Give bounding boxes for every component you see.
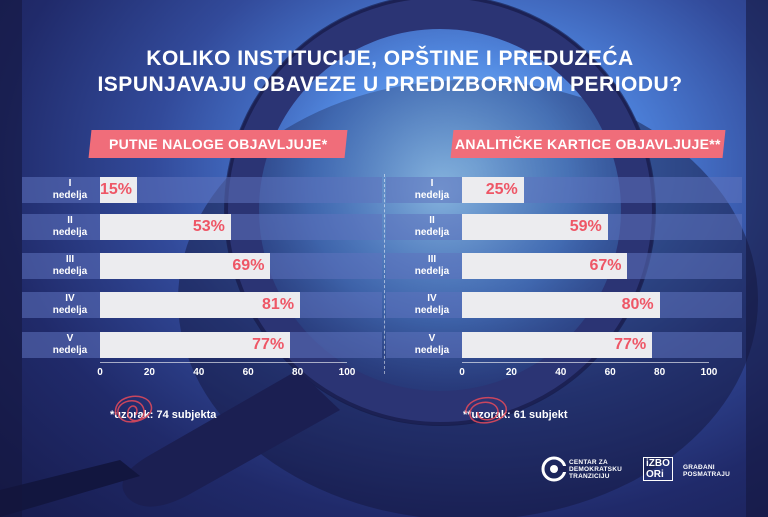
x-tick-label: 80 [292, 367, 304, 378]
title-line-2: ISPUNJAVAJU OBAVEZE U PREDIZBORNOM PERIO… [97, 73, 683, 96]
category-label-number: I [68, 178, 72, 189]
bar [100, 332, 291, 358]
bar [462, 332, 653, 358]
category-label-week: nedelja [414, 345, 450, 356]
bar [100, 177, 138, 203]
left-chart-title-text: PUTNE NALOGE OBJAVLJUJE* [108, 136, 328, 152]
x-tick-label: 20 [143, 367, 155, 378]
left-chart-title: PUTNE NALOGE OBJAVLJUJE* [88, 130, 348, 158]
x-axis-line [462, 362, 709, 363]
bar [100, 214, 231, 240]
x-tick-label: 100 [700, 367, 718, 378]
izbori-line-1: GRAĐANI [683, 464, 715, 471]
category-label-week: nedelja [414, 190, 450, 201]
category-label-week: nedelja [52, 305, 88, 316]
crta-line-1: CENTAR ZA [569, 459, 608, 466]
category-label-number: II [67, 215, 73, 226]
x-tick-label: 20 [505, 367, 517, 378]
row-band [386, 177, 742, 203]
category-label-number: III [427, 254, 437, 265]
izbori-mark-bottom: ORi [646, 469, 664, 480]
crta-logo-text: CENTAR ZA DEMOKRATSKU TRANZICIJU [569, 459, 622, 480]
x-tick-label: 100 [338, 367, 356, 378]
left-frame [0, 0, 22, 517]
right-chart-title-text: ANALITIČKE KARTICE OBJAVLJUJE** [455, 136, 721, 152]
bar [462, 214, 608, 240]
bar-value-label: 59% [569, 218, 602, 235]
category-label-week: nedelja [414, 227, 450, 238]
category-label: IV nedelja [402, 293, 462, 317]
category-label-number: V [66, 333, 74, 344]
x-tick-label: 60 [242, 367, 254, 378]
category-label: II nedelja [40, 215, 100, 239]
right-frame [746, 0, 768, 517]
row-band [22, 177, 382, 203]
bar-value-label: 15% [100, 181, 133, 198]
crta-line-3: TRANZICIJU [569, 473, 610, 480]
category-label-number: I [430, 178, 434, 189]
category-label-week: nedelja [52, 345, 88, 356]
izbori-logo-text: GRAĐANI POSMATRAJU [683, 464, 730, 478]
bar-value-label: 77% [614, 336, 647, 353]
category-label-number: V [428, 333, 436, 344]
bar-value-label: 67% [589, 257, 622, 274]
bar-value-label: 80% [621, 296, 654, 313]
right-footnote: **uzorak: 61 subjekt [463, 409, 568, 421]
category-label-week: nedelja [52, 266, 88, 277]
category-label: III nedelja [402, 254, 462, 278]
category-label-week: nedelja [414, 266, 450, 277]
x-tick-label: 0 [97, 367, 103, 378]
left-footnote: *uzorak: 74 subjekta [110, 409, 217, 421]
category-label-number: IV [427, 293, 437, 304]
category-label-number: II [429, 215, 435, 226]
x-tick-label: 80 [654, 367, 666, 378]
izbori-line-2: POSMATRAJU [683, 471, 731, 478]
category-label-week: nedelja [52, 190, 88, 201]
category-label: IV nedelja [40, 293, 100, 317]
category-label: III nedelja [40, 254, 100, 278]
category-label-week: nedelja [52, 227, 88, 238]
x-tick-label: 0 [459, 367, 465, 378]
crta-line-2: DEMOKRATSKU [569, 466, 622, 473]
title-line-1: KOLIKO INSTITUCIJE, OPŠTINE I PREDUZEĆA [146, 47, 634, 70]
bar [100, 253, 271, 279]
bar [100, 292, 301, 318]
izbori-mark-top: iZBO [646, 458, 670, 469]
right-chart-title: ANALITIČKE KARTICE OBJAVLJUJE** [450, 130, 726, 158]
category-label-number: IV [65, 293, 75, 304]
bar-value-label: 53% [192, 218, 225, 235]
x-tick-label: 40 [193, 367, 205, 378]
bar [462, 292, 660, 318]
bar-value-label: 81% [262, 296, 295, 313]
chart-divider [384, 174, 385, 374]
category-label-week: nedelja [414, 305, 450, 316]
bar [462, 177, 524, 203]
x-tick-label: 60 [604, 367, 616, 378]
x-axis-line [100, 362, 347, 363]
category-label-number: III [65, 254, 75, 265]
bar [462, 253, 628, 279]
x-tick-label: 40 [555, 367, 567, 378]
izbori-logo-mark: iZBO ORi [643, 457, 673, 481]
bar-value-label: 77% [252, 336, 285, 353]
bar-value-label: 69% [232, 257, 265, 274]
category-label: II nedelja [402, 215, 462, 239]
bar-value-label: 25% [485, 181, 518, 198]
